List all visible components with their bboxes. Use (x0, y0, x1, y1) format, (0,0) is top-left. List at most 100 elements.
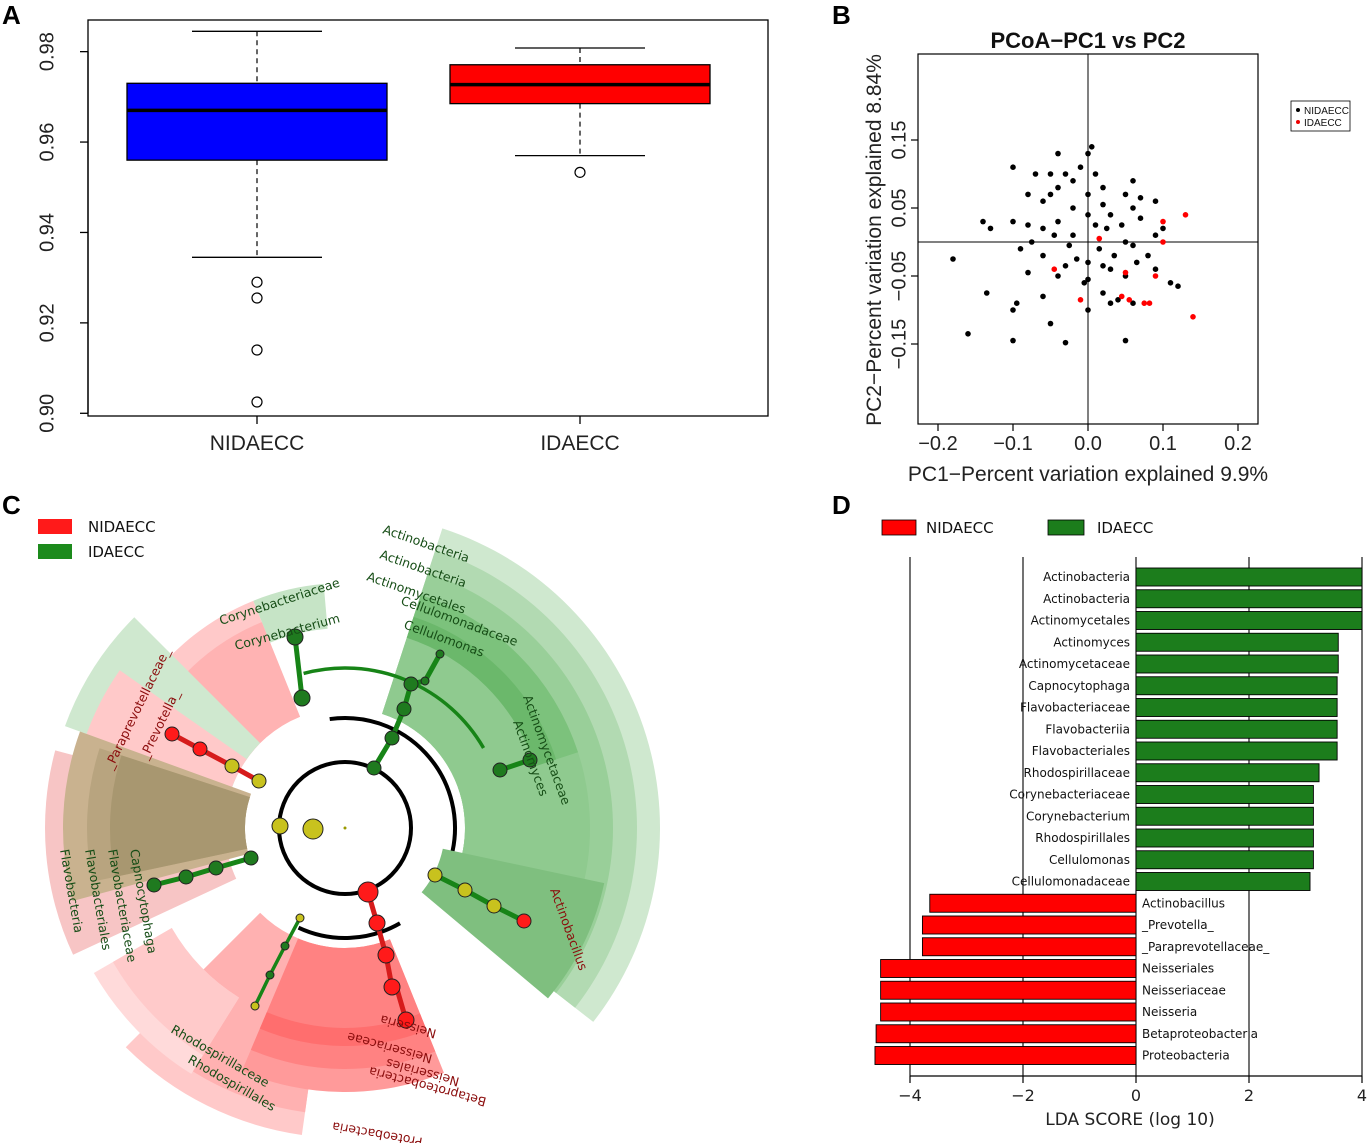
d-x-tick-label: −2 (1011, 1086, 1035, 1105)
c-node (396, 701, 412, 717)
panel-b-scatter: PCoA−PC1 vs PC2 −0.2 −0.1 0.0 0.1 0.2−0.15−0… (863, 28, 1351, 486)
b-point-nidaecc (1025, 269, 1031, 276)
b-point-nidaecc (987, 225, 994, 232)
d-bar-label: Actinobacillus (1142, 896, 1225, 910)
c-node (366, 760, 382, 776)
c-branch-flavo (153, 855, 252, 888)
d-bar-label: Corynebacterium (1026, 809, 1130, 823)
b-point-nidaecc (1130, 300, 1136, 307)
a-y-tick-label: 0.96 (36, 123, 58, 162)
panel-b-legend-idaecc-marker (1296, 120, 1300, 124)
b-point-nidaecc (1118, 222, 1125, 228)
b-point-nidaecc (1092, 222, 1099, 228)
b-point-nidaecc (1051, 232, 1058, 238)
d-bar-nidaecc (874, 1046, 1137, 1065)
d-bar-label: Flavobacteriales (1032, 744, 1130, 758)
d-bar-nidaecc (929, 893, 1137, 913)
b-point-nidaecc (1122, 191, 1129, 198)
panel-d-bars: Actinobacteria Actinobacteria Actinomyceta… (874, 567, 1363, 1065)
panel-c-legend-red-swatch (38, 519, 72, 534)
panel-b-x-label: PC1−Percent variation explained 9.9% (908, 463, 1268, 486)
b-point-nidaecc (1085, 276, 1091, 283)
panel-c-legend-idaecc: IDAECC (88, 543, 144, 561)
b-y-tick-label: −0.05 (888, 251, 910, 302)
a-y-tick-label: 0.94 (36, 213, 58, 252)
c-root-dot (343, 826, 347, 830)
b-y-tick-label: −0.15 (888, 319, 910, 370)
a-outlier-point (251, 344, 263, 356)
c-branch-rhodo (253, 917, 302, 1007)
d-bar-label: Capnocytophaga (1028, 679, 1130, 693)
b-point-nidaecc (1025, 191, 1031, 198)
d-bar-label: Flavobacteriaceae (1020, 701, 1130, 715)
d-bar-idaecc (1135, 785, 1314, 804)
b-point-nidaecc (1081, 280, 1088, 286)
a-x-tick-label: IDAECC (540, 432, 619, 455)
d-bar-idaecc (1135, 632, 1339, 652)
d-bar-label: Neisseria (1142, 1005, 1197, 1019)
b-point-nidaecc (1040, 225, 1046, 232)
b-point-nidaecc (1100, 184, 1106, 191)
b-point-nidaecc (1088, 144, 1095, 150)
b-point-nidaecc (1115, 297, 1121, 303)
d-bar-idaecc (1135, 719, 1338, 739)
b-point-nidaecc (1145, 252, 1151, 259)
panel-b-points (950, 144, 1196, 346)
b-y-tick-label: 0.05 (888, 189, 910, 228)
c-sector-rhodospirillales (112, 928, 240, 1056)
panel-d-legend-green-swatch (1047, 519, 1085, 536)
b-point-nidaecc (980, 218, 986, 225)
d-bar-idaecc (1135, 698, 1338, 717)
d-bar-idaecc (1135, 611, 1363, 630)
b-point-nidaecc (1066, 242, 1073, 249)
b-point-nidaecc (1122, 239, 1129, 245)
b-point-nidaecc (1010, 307, 1016, 313)
b-point-nidaecc (965, 331, 971, 337)
b-point-nidaecc (1047, 320, 1054, 327)
panel-b-legend-nidaecc-marker (1296, 108, 1300, 112)
c-node (420, 676, 430, 686)
b-point-nidaecc (1032, 171, 1039, 177)
d-bar-idaecc (1135, 872, 1311, 891)
panel-b-legend-idaecc: IDAECC (1304, 118, 1342, 129)
panel-d-legend-nidaecc: NIDAECC (926, 519, 994, 537)
c-node (377, 946, 395, 964)
panel-label-c: C (2, 490, 21, 520)
c-node (357, 881, 379, 903)
b-point-nidaecc (1062, 339, 1069, 346)
b-point-nidaecc (1130, 178, 1136, 184)
b-point-nidaecc (1010, 337, 1016, 344)
b-point-nidaecc (1175, 283, 1181, 290)
d-bar-idaecc (1135, 567, 1363, 587)
d-bar-nidaecc (921, 915, 1137, 935)
b-point-nidaecc (1137, 195, 1144, 201)
b-point-nidaecc (1085, 150, 1091, 157)
b-point-idaecc (1152, 273, 1159, 279)
c-node (271, 817, 289, 835)
panel-d-x-label: LDA SCORE (log 10) (1045, 1110, 1215, 1130)
panel-b-y-label: PC2−Percent variation explained 8.84% (863, 54, 886, 426)
panel-d-legend-idaecc: IDAECC (1097, 519, 1153, 537)
b-point-nidaecc (1111, 252, 1118, 259)
c-sector-neisseria (259, 1012, 427, 1046)
c-node (224, 758, 240, 774)
b-point-nidaecc (1160, 225, 1166, 232)
a-y-tick-label: 0.98 (36, 32, 58, 71)
b-point-nidaecc (1152, 198, 1159, 204)
b-point-nidaecc (1070, 232, 1076, 238)
b-point-nidaecc (1167, 280, 1174, 286)
b-point-nidaecc (1152, 266, 1159, 273)
b-x-tick-label: −0.1 (993, 433, 1032, 455)
b-point-nidaecc (1085, 212, 1091, 218)
c-node (522, 752, 538, 768)
b-point-nidaecc (1010, 218, 1016, 225)
c-node (486, 898, 502, 914)
c-node (516, 913, 532, 929)
c-node (164, 726, 180, 742)
d-bar-nidaecc (875, 1024, 1137, 1044)
b-point-nidaecc (1130, 205, 1136, 211)
d-bar-nidaecc (921, 937, 1137, 957)
b-point-nidaecc (1055, 273, 1061, 279)
d-bar-idaecc (1135, 741, 1338, 761)
panel-label-a: A (2, 0, 21, 30)
